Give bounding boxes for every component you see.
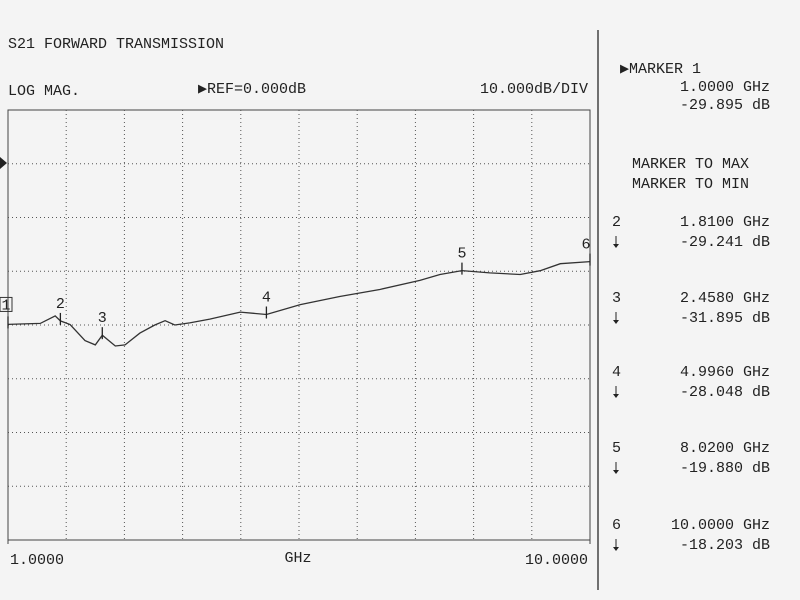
- marker-number: 3: [612, 290, 621, 307]
- marker-frequency: 4.9960 GHz: [680, 364, 770, 381]
- marker-label: 3: [98, 310, 107, 327]
- format-label: LOG MAG.: [8, 83, 80, 100]
- marker-number: 4: [612, 364, 621, 381]
- marker-label: 4: [262, 289, 271, 306]
- marker-label: 5: [457, 246, 466, 263]
- x-axis-label: GHz: [284, 550, 311, 567]
- marker-amplitude: -19.880 dB: [680, 460, 770, 477]
- marker-label: 6: [581, 237, 590, 254]
- marker-frequency: 10.0000 GHz: [671, 517, 770, 534]
- marker-frequency: 2.4580 GHz: [680, 290, 770, 307]
- marker-amplitude: -29.895 dB: [680, 97, 770, 114]
- marker-arrow-head: [613, 547, 619, 551]
- x-tick-label: 1.0000: [10, 552, 64, 569]
- marker-arrow-head: [613, 470, 619, 474]
- x-tick-label: 10.0000: [525, 552, 588, 569]
- marker-heading: ▶MARKER 1: [620, 61, 701, 78]
- marker-box: [0, 296, 13, 312]
- marker-frequency: 1.8100 GHz: [680, 214, 770, 231]
- chart-title: S21 FORWARD TRANSMISSION: [8, 36, 224, 53]
- reference-label: ▶REF=0.000dB: [198, 81, 306, 98]
- marker-function: MARKER TO MIN: [632, 176, 749, 193]
- marker-amplitude: -29.241 dB: [680, 234, 770, 251]
- marker-frequency: 8.0200 GHz: [680, 440, 770, 457]
- marker-amplitude: -18.203 dB: [680, 537, 770, 554]
- marker-amplitude: -28.048 dB: [680, 384, 770, 401]
- marker-arrow-head: [613, 320, 619, 324]
- marker-number: 2: [612, 214, 621, 231]
- ref-pointer: [0, 157, 7, 169]
- scale-label: 10.000dB/DIV: [480, 81, 588, 98]
- marker-label: 1: [1, 297, 10, 314]
- marker-arrow-head: [613, 394, 619, 398]
- marker-frequency: 1.0000 GHz: [680, 79, 770, 96]
- marker-label: 2: [56, 296, 65, 313]
- marker-function: MARKER TO MAX: [632, 156, 749, 173]
- marker-amplitude: -31.895 dB: [680, 310, 770, 327]
- marker-arrow-head: [613, 244, 619, 248]
- trace: [7, 260, 591, 347]
- marker-number: 5: [612, 440, 621, 457]
- marker-number: 6: [612, 517, 621, 534]
